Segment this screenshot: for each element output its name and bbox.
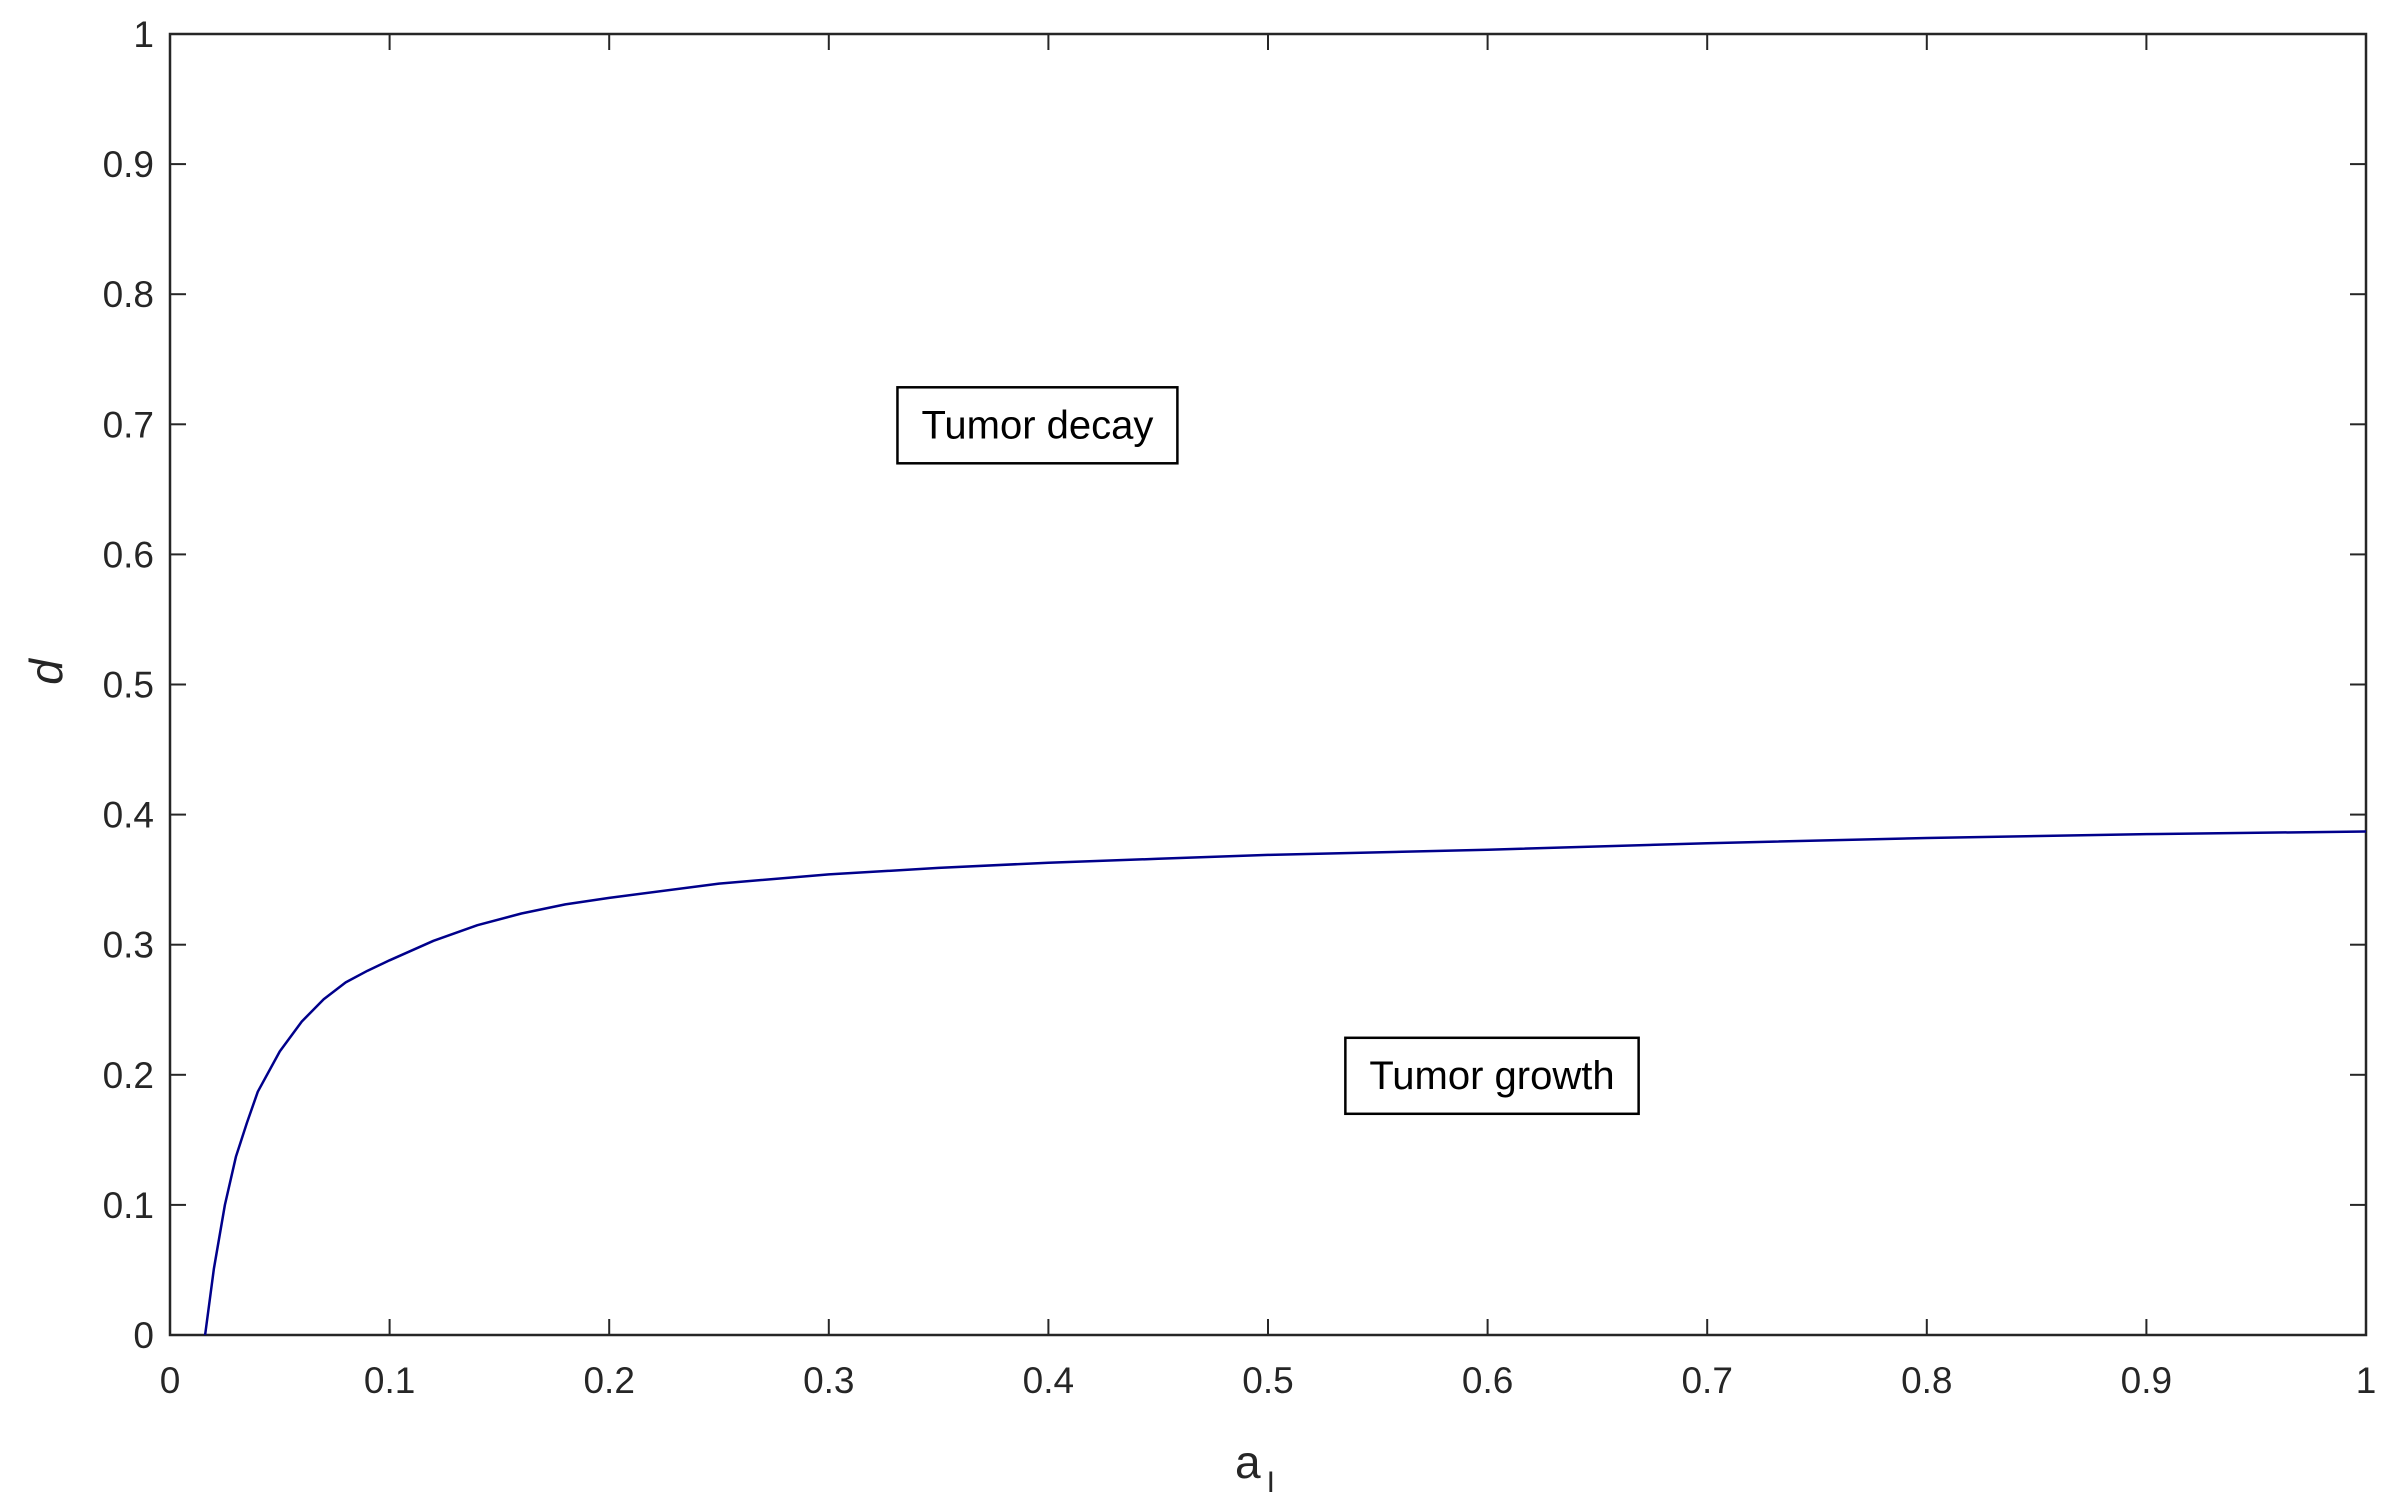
x-tick-label: 0.4 — [1023, 1360, 1074, 1401]
y-tick-label: 0.9 — [103, 144, 154, 185]
series-line — [203, 830, 2367, 1336]
x-tick-label: 0.3 — [803, 1360, 854, 1401]
y-tick-label: 0.1 — [103, 1185, 154, 1226]
x-tick-label: 0.9 — [2121, 1360, 2172, 1401]
y-tick-label: 0.3 — [103, 925, 154, 966]
y-tick-label: 0.4 — [103, 795, 154, 836]
x-tick-label: 0.8 — [1901, 1360, 1952, 1401]
annotation-text: Tumor decay — [921, 403, 1153, 447]
y-tick-label: 0.5 — [103, 665, 154, 706]
series-layer — [203, 830, 2367, 1336]
x-tick-label: 0 — [160, 1360, 181, 1401]
annotation-layer: Tumor decay Tumor growth — [896, 386, 1640, 1116]
y-tick-label: 0 — [133, 1315, 154, 1356]
y-tick-label: 1 — [133, 14, 154, 55]
x-axis-label-main: a — [1235, 1436, 1261, 1488]
annotation-text: Tumor growth — [1369, 1054, 1614, 1098]
y-tick-label: 0.7 — [103, 404, 154, 445]
annotation-border — [896, 386, 1179, 465]
annotation-border — [1344, 1036, 1640, 1116]
x-tick-label: 0.6 — [1462, 1360, 1513, 1401]
plot-area — [168, 32, 2368, 1337]
annotation-box: Tumor growth — [1344, 1036, 1640, 1116]
y-tick-label: 0.2 — [103, 1055, 154, 1096]
x-tick-label: 0.7 — [1681, 1360, 1732, 1401]
x-tick-label: 1 — [2356, 1360, 2377, 1401]
annotation-box: Tumor decay — [896, 386, 1179, 465]
y-axis-ticks: 0 0.1 0.2 0.3 0.4 0.5 0.6 0.7 0.8 0.9 1 — [103, 14, 2366, 1356]
x-axis-ticks: 0 0.1 0.2 0.3 0.4 0.5 0.6 0.7 0.8 0.9 1 — [160, 34, 2377, 1401]
x-tick-label: 0.2 — [583, 1360, 634, 1401]
y-axis-label: d — [20, 658, 72, 685]
x-tick-label: 0.5 — [1242, 1360, 1293, 1401]
y-tick-label: 0.8 — [103, 274, 154, 315]
y-tick-label: 0.6 — [103, 534, 154, 575]
x-axis-label-subscript: I — [1267, 1466, 1275, 1496]
x-tick-label: 0.1 — [364, 1360, 415, 1401]
